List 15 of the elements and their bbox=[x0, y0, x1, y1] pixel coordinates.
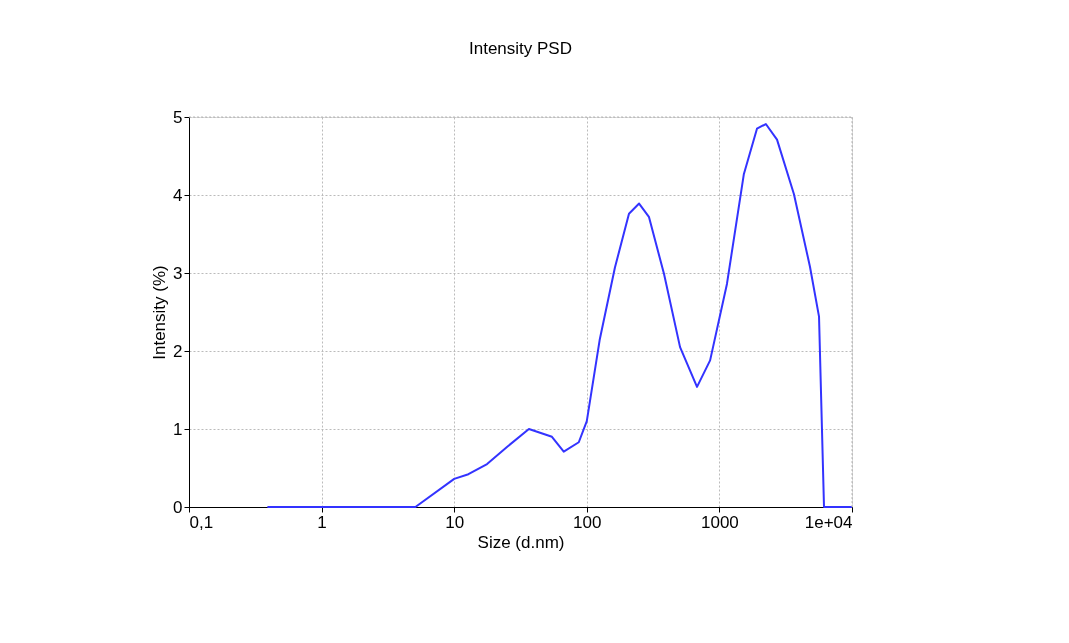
x-tick-label: 1 bbox=[317, 512, 327, 532]
x-tick-label: 10 bbox=[445, 512, 465, 532]
x-tick-label: 100 bbox=[573, 512, 602, 532]
chart-title: Intensity PSD bbox=[469, 39, 572, 58]
y-tick-label: 5 bbox=[173, 107, 183, 127]
x-tick-label: 1e+04 bbox=[804, 512, 853, 532]
y-tick-label: 2 bbox=[173, 341, 183, 361]
y-tick-label: 1 bbox=[173, 419, 183, 439]
x-axis-title: Size (d.nm) bbox=[477, 532, 565, 552]
y-tick-label: 4 bbox=[173, 185, 183, 205]
y-tick-label: 3 bbox=[173, 263, 183, 283]
y-axis-title: Intensity (%) bbox=[150, 265, 170, 360]
x-tick-label: 1000 bbox=[700, 512, 739, 532]
x-tick-label: 0,1 bbox=[189, 512, 214, 532]
y-tick-label: 0 bbox=[173, 497, 183, 517]
